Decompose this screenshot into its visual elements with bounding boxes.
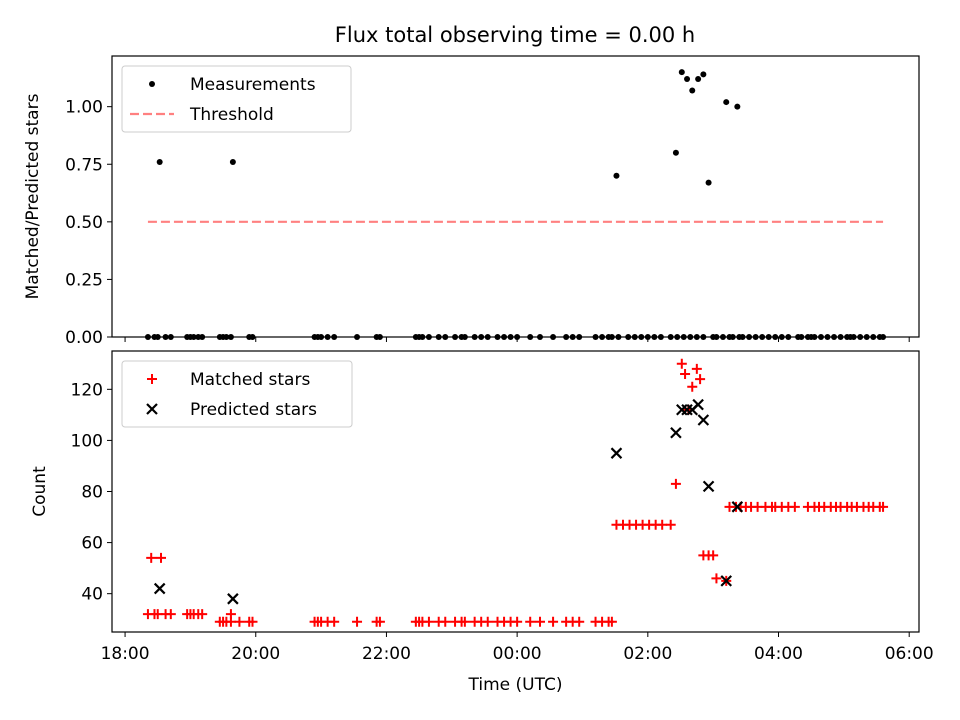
matched-star-point (789, 501, 800, 512)
predicted-star-point (702, 480, 715, 493)
matched-star-point (676, 358, 687, 369)
legend-label: Measurements (190, 75, 316, 95)
y-tick-label: 0.75 (65, 155, 103, 175)
matched-star-point (247, 616, 258, 627)
series-predicted-stars (153, 398, 744, 605)
top-panel: 0.00 0.25 0.50 0.75 1.00 Matched/Predicted st… (23, 55, 920, 348)
predicted-star-point (227, 593, 239, 605)
measurement-point (678, 69, 685, 76)
bottom-panel: 40 60 80 100 120 18:00 20:00 22:00 00:00 02:00 04:… (30, 350, 934, 695)
y-tick-label: 40 (81, 585, 103, 605)
legend: Matched stars Predicted stars (121, 360, 353, 428)
predicted-star-point (153, 582, 166, 595)
y-tick-label: 100 (71, 431, 103, 451)
measurement-point (695, 76, 702, 83)
y-tick-label: 60 (81, 534, 103, 554)
measurement-point (613, 172, 620, 179)
matched-star-point (711, 573, 722, 584)
chart-title: Flux total observing time = 0.00 h (335, 23, 695, 47)
measurement-point (700, 71, 707, 78)
predicted-star-point (731, 501, 744, 513)
matched-star-point (670, 478, 681, 489)
matched-star-point (512, 616, 523, 627)
matched-star-point (691, 363, 702, 374)
matched-star-point (657, 519, 668, 530)
matched-star-point (680, 368, 691, 379)
predicted-star-point (610, 447, 623, 459)
predicted-star-point (720, 575, 733, 587)
y-tick-label: 1.00 (65, 98, 103, 118)
y-axis-label: Matched/Predicted stars (23, 93, 43, 299)
y-tick-label: 80 (81, 483, 103, 503)
matched-star-point (329, 616, 340, 627)
measurement-point (723, 99, 730, 106)
matched-star-point (606, 616, 617, 627)
matched-star-point (665, 519, 676, 530)
legend-box (121, 360, 353, 428)
measurement-point (684, 76, 691, 83)
y-tick-label: 0.00 (65, 328, 103, 348)
x-tick-label: 18:00 (101, 644, 150, 664)
matched-star-point (156, 552, 167, 563)
legend-matched-swatch (147, 374, 157, 384)
matched-star-point (197, 609, 208, 620)
matched-star-point (525, 616, 536, 627)
measurement-point (672, 149, 679, 156)
y-tick-label: 0.25 (65, 270, 103, 290)
x-tick-label: 06:00 (885, 644, 934, 664)
y-tick-label: 0.50 (65, 213, 103, 233)
x-tick-label: 00:00 (493, 644, 542, 664)
matched-star-point (695, 374, 706, 385)
predicted-star-point (670, 426, 682, 439)
legend-predicted-swatch (146, 403, 158, 415)
legend-label: Matched stars (190, 370, 310, 390)
matched-star-point (423, 616, 434, 627)
matched-star-point (352, 616, 363, 627)
measurement-point (689, 87, 696, 94)
y-tick-label: 120 (71, 380, 103, 400)
matched-star-point (165, 609, 176, 620)
x-tick-label: 04:00 (754, 644, 803, 664)
x-tick-label: 20:00 (231, 644, 280, 664)
matched-star-point (234, 616, 245, 627)
measurement-point (156, 158, 163, 165)
legend-box (121, 65, 352, 133)
matched-star-point (225, 609, 236, 620)
predicted-star-point (697, 414, 710, 426)
matched-star-point (535, 616, 546, 627)
matched-star-point (374, 616, 385, 627)
matched-star-point (482, 616, 493, 627)
legend: Measurements Threshold (121, 65, 352, 133)
legend-label: Threshold (189, 105, 274, 125)
matched-star-point (146, 552, 157, 563)
axes-frame (111, 350, 920, 633)
measurement-point (229, 158, 236, 165)
legend-measurement-swatch (149, 81, 155, 87)
matched-star-point (708, 550, 719, 561)
measurement-point (705, 179, 712, 186)
x-tick-label: 22:00 (362, 644, 411, 664)
legend-label: Predicted stars (190, 400, 317, 420)
matched-star-point (440, 616, 451, 627)
x-axis-label: Time (UTC) (468, 675, 563, 695)
y-axis-label: Count (30, 466, 50, 517)
matched-star-point (459, 616, 470, 627)
x-tick-label: 02:00 (623, 644, 672, 664)
axes-frame (111, 55, 920, 338)
matched-star-point (548, 616, 559, 627)
matched-star-point (687, 381, 698, 392)
predicted-star-point (692, 398, 704, 411)
matched-star-point (878, 501, 889, 512)
matched-star-point (574, 616, 585, 627)
measurement-point (734, 103, 741, 110)
